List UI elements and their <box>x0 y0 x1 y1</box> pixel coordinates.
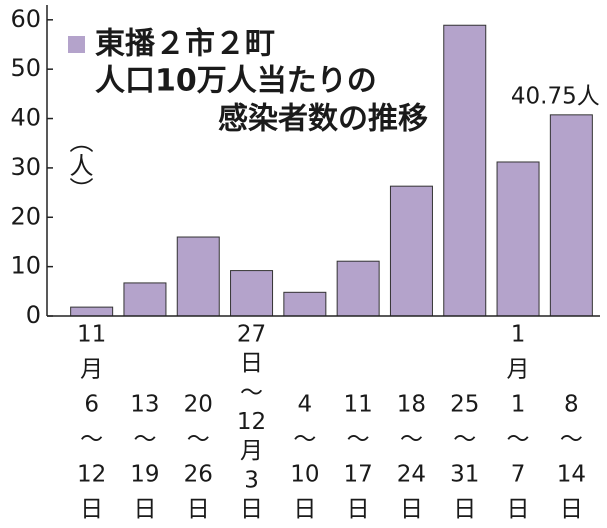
x-tick-label: 13 <box>130 392 159 418</box>
bar <box>230 270 274 317</box>
x-tick-label: 6 <box>84 392 99 418</box>
x-tick-label: 日 <box>560 497 583 523</box>
x-tick-label: 〜 <box>80 427 103 453</box>
x-tick-label: 〜 <box>293 427 316 453</box>
y-axis-label: （人） <box>65 129 93 201</box>
x-tick-label: 日 <box>240 351 263 377</box>
x-tick-label: 日 <box>507 497 530 523</box>
y-tick-label: 20 <box>10 202 41 230</box>
x-tick-label: 27 <box>237 322 266 348</box>
x-tick-label: 日 <box>187 497 210 523</box>
y-tick-label: 40 <box>10 104 41 132</box>
chart-title: 感染者数の推移 <box>218 102 428 137</box>
y-tick-label: 30 <box>10 153 41 181</box>
x-tick-label: 4 <box>298 392 313 418</box>
x-tick-label: 月 <box>240 438 263 464</box>
chart-title: 人口10万人当たりの <box>95 64 377 99</box>
x-tick-label: 月 <box>507 357 530 383</box>
bar <box>443 24 487 317</box>
x-tick-label: 11 <box>77 322 106 348</box>
legend-swatch <box>68 36 85 53</box>
x-tick-label: 〜 <box>133 427 156 453</box>
bar <box>123 282 167 317</box>
bar <box>283 291 327 317</box>
x-tick-label: 〜 <box>507 427 530 453</box>
x-tick-label: 日 <box>453 497 476 523</box>
x-tick-label: 日 <box>80 497 103 523</box>
bar <box>549 114 593 317</box>
x-tick-label: 〜 <box>347 427 370 453</box>
x-tick-label: 19 <box>130 462 159 488</box>
chart-title: 東播２市２町 <box>95 27 275 62</box>
x-tick-label: 〜 <box>240 380 263 406</box>
x-tick-label: 1 <box>511 392 526 418</box>
x-tick-label: 26 <box>184 462 213 488</box>
x-tick-label: 月 <box>80 357 103 383</box>
x-tick-label: 31 <box>450 462 479 488</box>
bar <box>389 185 433 317</box>
x-tick-label: 日 <box>293 497 316 523</box>
x-tick-label: 17 <box>344 462 373 488</box>
x-tick-label: 日 <box>347 497 370 523</box>
x-tick-label: 8 <box>564 392 579 418</box>
bar <box>70 306 114 317</box>
x-tick-label: 〜 <box>560 427 583 453</box>
y-tick-label: 50 <box>10 54 41 82</box>
bar <box>176 236 220 317</box>
x-tick-label: 〜 <box>187 427 210 453</box>
x-tick-label: 〜 <box>453 427 476 453</box>
x-tick-label: 14 <box>557 462 586 488</box>
bar <box>496 161 540 317</box>
x-tick-label: 1 <box>511 322 526 348</box>
y-tick-label: 10 <box>10 252 41 280</box>
x-tick-label: 12 <box>237 409 266 435</box>
bar <box>336 260 380 317</box>
x-tick-label: 日 <box>400 497 423 523</box>
x-tick-label: 3 <box>244 467 259 493</box>
x-tick-label: 24 <box>397 462 426 488</box>
x-tick-label: 20 <box>184 392 213 418</box>
x-tick-label: 25 <box>450 392 479 418</box>
x-tick-label: 〜 <box>400 427 423 453</box>
x-tick-label: 18 <box>397 392 426 418</box>
x-tick-label: 7 <box>511 462 526 488</box>
x-tick-label: 12 <box>77 462 106 488</box>
y-tick-label: 0 <box>26 301 41 329</box>
x-tick-label: 日 <box>240 497 263 523</box>
value-label: 40.75人 <box>511 83 600 109</box>
y-tick-label: 60 <box>10 5 41 33</box>
x-tick-label: 11 <box>344 392 373 418</box>
x-tick-label: 日 <box>133 497 156 523</box>
x-tick-label: 10 <box>290 462 319 488</box>
